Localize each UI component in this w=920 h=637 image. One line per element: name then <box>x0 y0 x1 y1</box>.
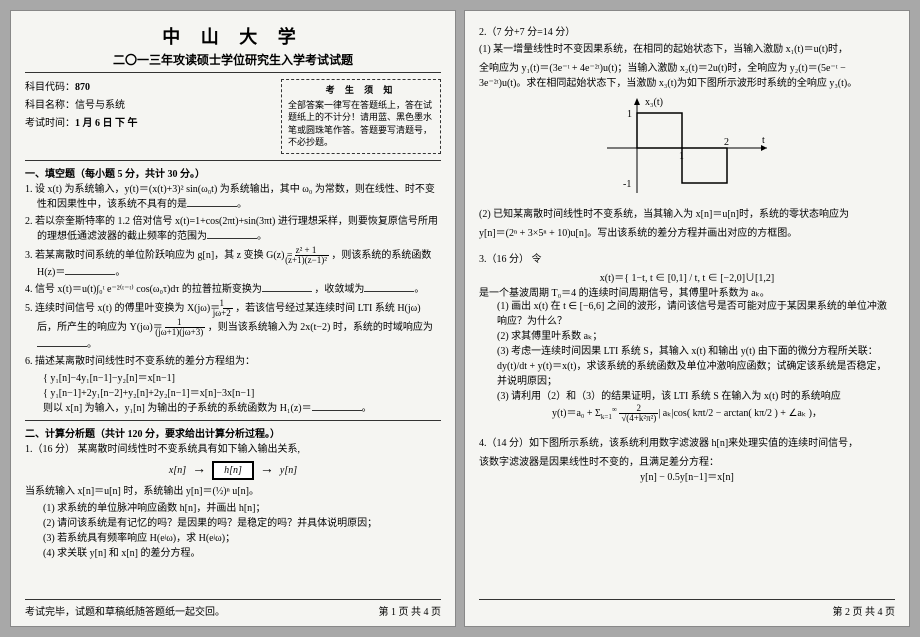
plot-ymin: -1 <box>623 179 631 190</box>
q6-eq2: { y₁[n−1]+2y₁[n−2]+y₂[n]+2y₂[n−1]＝x[n]−3… <box>43 386 441 401</box>
question-2: 2. 若以奈奎斯特率的 1.2 倍对信号 x(t)=1+cos(2πt)+sin… <box>25 214 441 244</box>
footer-left: 考试完毕，试题和草稿纸随答题纸一起交回。 <box>25 603 225 618</box>
question-5: 5. 连续时间信号 x(t) 的傅里叶变换为 X(jω)＝ 1jω+2 ，若该信… <box>25 299 441 352</box>
p1-sub4: (4) 求关联 y[n] 和 x[n] 的差分方程。 <box>43 546 441 561</box>
footer-right: 第 2 页 共 4 页 <box>833 603 896 618</box>
problem-4-head: 4.（14 分）如下图所示系统，该系统利用数字滤波器 h[n]来处理实值的连续时… <box>479 436 895 451</box>
p3-4eq: y(t)＝a₀ + Σk=1∞ 2√(4+k²π²)| aₖ|cos( kπt/… <box>479 404 895 423</box>
p2-1c: 3e⁻²ᵗ)u(t)。求在相同起始状态下，当激励 x₃(t)为如下图所示波形时系… <box>479 74 895 89</box>
p2-1b: 全响应为 y₁(t)＝(3e⁻ᵗ + 4e⁻²ᵗ)u(t)；当输入激励 x₂(t… <box>479 59 895 74</box>
waveform-plot: x₃(t) t 1 1 2 -1 <box>597 93 777 203</box>
university-name: 中 山 大 学 <box>25 23 441 49</box>
notice-title: 考 生 须 知 <box>288 84 434 97</box>
flow-x: x[n] <box>169 465 186 476</box>
arrow-icon: → <box>192 462 206 478</box>
fraction: 2√(4+k²π²) <box>619 404 658 423</box>
fraction: z² + 1(z+1)(z−1)² <box>295 246 329 265</box>
p1-sub2: (2) 请问该系统是有记忆的吗？是因果的吗？是稳定的吗？并具体说明原因； <box>43 516 441 531</box>
name-value: 信号与系统 <box>75 100 125 111</box>
p1-cond: 当系统输入 x[n]＝u[n] 时，系统输出 y[n]＝(½)ⁿ u[n]。 <box>25 484 441 499</box>
p2-2b: y[n]＝(2ⁿ + 3×5ⁿ + 10)u[n]。写出该系统的差分方程并画出对… <box>479 224 895 239</box>
question-3: 3. 若某离散时间系统的单位阶跃响应为 g[n]，其 z 变换 G(z) = z… <box>25 246 441 280</box>
notice-box: 考 生 须 知 全部答案一律写在答题纸上，答在试题纸上的不计分！请用蓝、黑色墨水… <box>281 79 441 154</box>
p1-sub1: (1) 求系统的单位脉冲响应函数 h[n]，并画出 h[n]； <box>43 501 441 516</box>
fraction: 1jω+2 <box>223 299 233 318</box>
problem-3-head: 3.（16 分） 令 <box>479 252 895 267</box>
exam-title: 二〇一三年攻读硕士学位研究生入学考试试题 <box>25 51 441 73</box>
p2-1a: (1) 某一增量线性时不变因果系统，在相同的起始状态下，当输入激励 x₁(t)＝… <box>479 42 895 57</box>
name-label: 科目名称： <box>25 100 75 111</box>
page-footer: 考试完毕，试题和草稿纸随答题纸一起交回。 第 1 页 共 4 页 <box>25 599 441 618</box>
question-6: 6. 描述某离散时间线性时不变系统的差分方程组为： <box>25 354 441 369</box>
p3-1: (1) 画出 x(t) 在 t ∈ [−6,6] 之间的波形，请问该信号是否可能… <box>497 299 895 329</box>
p3-3a: (3) 考虑一连续时间因果 LTI 系统 S，其输入 x(t) 和输出 y(t)… <box>497 344 895 359</box>
blank <box>37 337 87 347</box>
fraction: 1(jω+1)(jω+3) <box>165 318 205 337</box>
p3-xt: x(t)＝{ 1−t, t ∈ [0,1] / t, t ∈ [−2,0]∪[1… <box>479 269 895 284</box>
blank <box>262 282 312 292</box>
problem-2-head: 2.（7 分+7 分=14 分） <box>479 25 895 40</box>
subject-info: 科目代码：870 科目名称：信号与系统 考试时间：1 月 6 日 下 午 <box>25 79 273 154</box>
q6-eq1: { y₁[n]−4y₁[n−1]−y₂[n]＝x[n−1] <box>43 371 441 386</box>
p3-4a: (3) 请利用（2）和（3）的结果证明，该 LTI 系统 S 在输入为 x(t)… <box>497 389 895 404</box>
footer-right: 第 1 页 共 4 页 <box>379 603 442 618</box>
p3-line: 是一个基波周期 T₀＝4 的连续时间周期信号，其傅里叶系数为 aₖ。 <box>479 284 895 299</box>
q6-ask: 则以 x[n] 为输入，y₁[n] 为输出的子系统的系统函数为 H₁(z)＝。 <box>43 401 441 416</box>
plot-t2: 2 <box>724 137 729 148</box>
blank <box>187 197 237 207</box>
plot-ylabel: x₃(t) <box>645 97 663 108</box>
plot-t1: 1 <box>679 151 684 162</box>
code-value: 870 <box>75 82 90 93</box>
section-2-heading: 二、计算分析题（共计 120 分，要求给出计算分析过程。） <box>25 420 441 440</box>
question-4: 4. 信号 x(t)＝u(t)∫₀ᵗ e⁻²⁽ᵗ⁻ᵗ⁾ cos(ω₀τ)dτ 的… <box>25 282 441 297</box>
blank <box>312 401 362 411</box>
block-diagram: x[n] → h[n] → y[n] <box>25 461 441 480</box>
blank <box>364 282 414 292</box>
code-label: 科目代码： <box>25 82 75 93</box>
arrow-icon: → <box>260 462 274 478</box>
p4-eq: y[n] − 0.5y[n−1]＝x[n] <box>479 468 895 483</box>
p2-2a: (2) 已知某离散时间线性时不变系统，当其输入为 x[n]＝u[n]时，系统的零… <box>479 207 895 222</box>
notice-body: 全部答案一律写在答题纸上，答在试题纸上的不计分！请用蓝、黑色墨水笔或圆珠笔作答。… <box>288 99 434 149</box>
plot-ymax: 1 <box>627 109 632 120</box>
blank <box>65 265 115 275</box>
p3-2: (2) 求其傅里叶系数 aₖ； <box>497 329 895 344</box>
page-2: 2.（7 分+7 分=14 分） (1) 某一增量线性时不变因果系统，在相同的起… <box>464 10 910 627</box>
plot-xlabel: t <box>762 135 765 146</box>
p3-3eq: dy(t)/dt + y(t)＝x(t)，求该系统的系统函数及单位冲激响应函数；… <box>497 359 895 389</box>
p4-line: 该数字滤波器是因果线性时不变的，且满足差分方程： <box>479 453 895 468</box>
flow-y: y[n] <box>280 465 297 476</box>
time-value: 1 月 6 日 下 午 <box>75 118 138 129</box>
problem-1: 1.（16 分） 某离散时间线性时不变系统具有如下输入输出关系, <box>25 442 441 457</box>
header-area: 科目代码：870 科目名称：信号与系统 考试时间：1 月 6 日 下 午 考 生… <box>25 79 441 154</box>
page-footer: 第 2 页 共 4 页 <box>479 599 895 618</box>
section-1-heading: 一、填空题（每小题 5 分，共计 30 分。） <box>25 160 441 180</box>
blank <box>207 229 257 239</box>
p1-sub3: (3) 若系统具有频率响应 H(eʲω)，求 H(eʲω)； <box>43 531 441 546</box>
page-1: 中 山 大 学 二〇一三年攻读硕士学位研究生入学考试试题 科目代码：870 科目… <box>10 10 456 627</box>
system-block: h[n] <box>212 461 254 480</box>
time-label: 考试时间： <box>25 118 75 129</box>
question-1: 1. 设 x(t) 为系统输入，y(t)＝(x(t)+3)² sin(ω₀t) … <box>25 182 441 212</box>
